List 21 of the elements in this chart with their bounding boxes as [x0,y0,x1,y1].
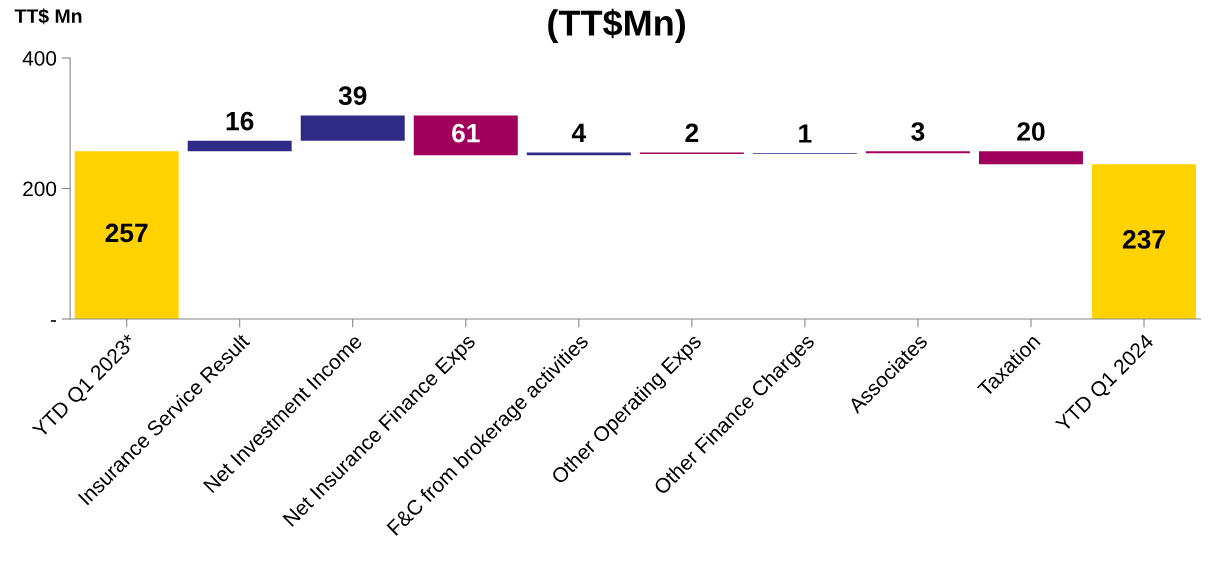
data-label: 237 [1122,230,1165,249]
data-label: 257 [105,223,148,243]
bar [978,151,1083,165]
data-label: 2 [685,123,699,142]
data-label: 1 [799,124,812,143]
data-label: 61 [452,123,480,143]
data-label: 16 [226,111,254,131]
data-label: 20 [1017,122,1045,141]
bar [1092,164,1197,319]
bar [300,115,405,141]
y-tick-label: 200 [23,181,57,197]
chart-title: (TT$Mn) [548,8,685,43]
bar [413,115,518,156]
y-tick-label: 400 [22,51,57,66]
bar [74,151,179,319]
y-axis-title: TT$ Mn [14,8,82,25]
y-tick-label: - [50,320,56,322]
bar [187,140,292,152]
data-label: 3 [911,122,925,141]
data-label: 4 [571,123,587,142]
data-label: 39 [338,86,367,106]
